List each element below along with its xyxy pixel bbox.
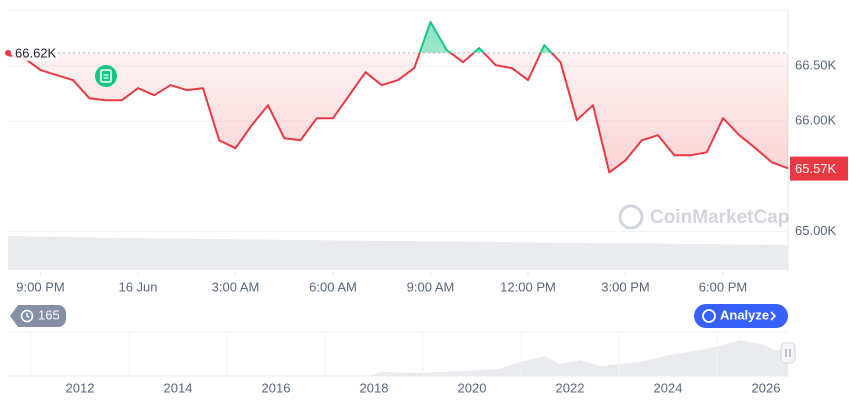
history-badge[interactable]: 165 [10,305,66,327]
navigator-year: 2012 [66,380,95,395]
y-tick-label: 65.00K [795,223,837,238]
reference-dot [5,49,11,56]
volume-area [8,236,788,270]
navigator-year: 2014 [164,380,193,395]
x-tick-label: 12:00 PM [500,279,556,294]
area-above [419,22,552,53]
navigator-year: 2022 [556,380,585,395]
x-tick-label: 9:00 PM [16,279,64,294]
x-tick-label: 6:00 AM [309,279,357,294]
navigator-year: 2026 [752,380,781,395]
reference-label: 66.62K [15,45,57,60]
y-tick-label: 66.00K [795,113,837,128]
area-below [8,52,788,173]
history-count: 165 [38,307,60,322]
navigator-year: 2018 [360,380,389,395]
navigator-year: 2024 [654,380,683,395]
x-tick-label: 9:00 AM [407,279,455,294]
navigator-year: 2016 [262,380,291,395]
last-price-label: 65.57K [795,161,837,176]
navigator-axis: 2012 2014 2016 2018 2020 2022 2024 2026 [30,332,781,395]
reference-label-bg [12,44,58,61]
y-tick-label: 66.50K [795,58,837,73]
watermark: CoinMarketCap [618,204,789,230]
price-line [7,52,789,174]
analyze-button[interactable]: Analyze [694,304,788,328]
last-price-box [790,156,848,181]
navigator [8,331,796,377]
analyze-label: Analyze [720,307,769,322]
x-tick-label: 3:00 AM [212,279,260,294]
x-tick-label: 3:00 PM [601,279,649,294]
watermark-text: CoinMarketCap [650,207,789,228]
x-tick-label: 16 Jun [118,279,157,294]
plot: 66.50K 66.00K 65.00K 9:00 PM 16 Jun 3:00 AM 6:… [5,21,848,294]
navigator-year: 2020 [458,380,487,395]
note-icon[interactable] [95,65,117,87]
x-tick-label: 6:00 PM [699,279,747,294]
